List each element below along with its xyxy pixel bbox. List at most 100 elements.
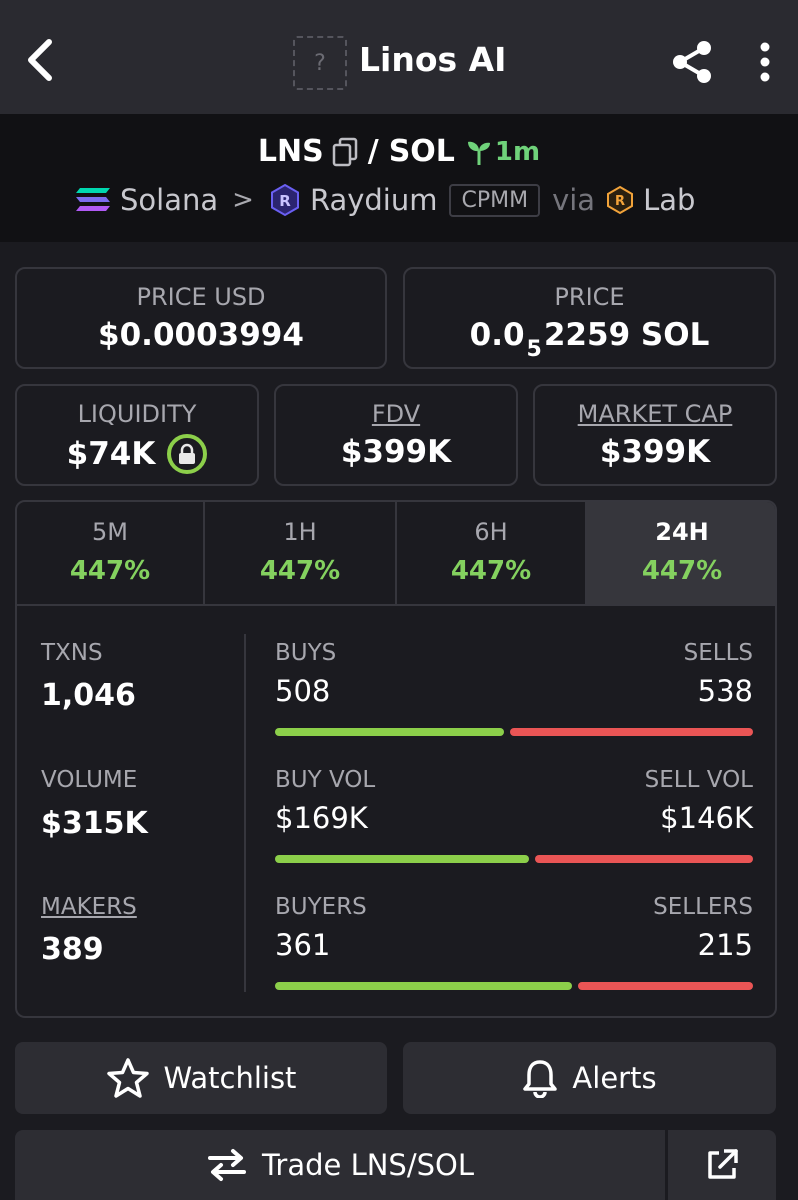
volume-bar bbox=[275, 855, 753, 863]
watchlist-label: Watchlist bbox=[163, 1061, 297, 1095]
base-token: LNS bbox=[257, 134, 324, 169]
sellers-value: 215 bbox=[697, 928, 753, 962]
alerts-button[interactable]: Alerts bbox=[403, 1042, 776, 1114]
fdv-value: $399K bbox=[340, 434, 452, 470]
open-external-button[interactable] bbox=[666, 1130, 776, 1200]
liquidity-lock-badge[interactable] bbox=[167, 434, 208, 474]
price-native-label: PRICE bbox=[554, 283, 625, 311]
via-label: via bbox=[552, 183, 596, 217]
buy-sell-volume-row: BUY VOL SELL VOL $169K $146K bbox=[275, 767, 753, 867]
vertical-dots-icon bbox=[760, 42, 770, 82]
price-usd-label: PRICE USD bbox=[136, 283, 266, 311]
stats-panel: 5M 447% 1H 447% 6H 447% 24H 447% TXNS 1,… bbox=[15, 500, 777, 1018]
tab-change: 447% bbox=[259, 556, 341, 586]
sells-label: SELLS bbox=[683, 640, 753, 666]
market-cap-value: $399K bbox=[599, 434, 711, 470]
pair-title: LNS / SOL 1m bbox=[0, 134, 798, 169]
share-icon bbox=[673, 41, 711, 83]
fdv-card: FDV $399K bbox=[274, 384, 518, 486]
sprout-icon bbox=[467, 141, 490, 165]
trade-label: Trade LNS/SOL bbox=[261, 1148, 475, 1182]
txns-label: TXNS bbox=[41, 640, 103, 666]
buys-value: 508 bbox=[275, 674, 331, 708]
buyers-sellers-bar bbox=[275, 982, 753, 990]
tab-label: 24H bbox=[655, 518, 709, 546]
swap-arrows-icon bbox=[207, 1149, 246, 1181]
page-title: Linos AI bbox=[359, 40, 507, 79]
volume-label: VOLUME bbox=[41, 767, 138, 793]
trade-button[interactable]: Trade LNS/SOL bbox=[15, 1130, 665, 1200]
quote-token: SOL bbox=[388, 134, 455, 169]
makers-value: 389 bbox=[41, 932, 104, 967]
price-native-card: PRICE 0.0 5 2259 SOL bbox=[403, 267, 776, 369]
buy-bar-fill bbox=[275, 982, 572, 990]
pair-info: LNS / SOL 1m Solana > R Raydium CPM bbox=[0, 114, 798, 242]
buy-bar-fill bbox=[275, 728, 504, 736]
sell-bar-fill bbox=[578, 982, 753, 990]
market-cap-card: MARKET CAP $399K bbox=[533, 384, 777, 486]
tab-6h[interactable]: 6H 447% bbox=[397, 502, 587, 604]
buy-vol-label: BUY VOL bbox=[275, 767, 376, 793]
more-options-button[interactable] bbox=[750, 38, 780, 86]
buy-vol-value: $169K bbox=[275, 801, 368, 835]
tab-label: 5M bbox=[92, 518, 128, 546]
tab-1h[interactable]: 1H 447% bbox=[205, 502, 397, 604]
liquidity-label: LIQUIDITY bbox=[77, 400, 197, 428]
liquidity-card: LIQUIDITY $74K bbox=[15, 384, 259, 486]
dex-link[interactable]: Raydium bbox=[309, 183, 438, 217]
pool-type-badge: CPMM bbox=[449, 183, 541, 217]
sell-vol-label: SELL VOL bbox=[644, 767, 753, 793]
buyers-label: BUYERS bbox=[275, 894, 367, 920]
raydium-icon: R bbox=[270, 183, 299, 217]
lock-icon bbox=[179, 443, 196, 464]
pair-separator: / bbox=[367, 134, 379, 169]
price-suffix: 2259 SOL bbox=[543, 317, 710, 353]
chain-link[interactable]: Solana bbox=[120, 183, 219, 217]
copy-icon[interactable] bbox=[332, 137, 358, 167]
price-usd-value: $0.0003994 bbox=[98, 317, 304, 353]
tab-change: 447% bbox=[450, 556, 532, 586]
star-icon bbox=[106, 1058, 149, 1098]
buys-label: BUYS bbox=[275, 640, 337, 666]
top-bar: ? Linos AI bbox=[0, 0, 798, 114]
chevron-left-icon bbox=[28, 39, 52, 81]
watchlist-button[interactable]: Watchlist bbox=[15, 1042, 387, 1114]
market-cap-label[interactable]: MARKET CAP bbox=[577, 400, 733, 428]
buyers-value: 361 bbox=[275, 928, 331, 962]
price-prefix: 0.0 bbox=[469, 317, 525, 353]
tab-5m[interactable]: 5M 447% bbox=[17, 502, 205, 604]
sellers-label: SELLERS bbox=[653, 894, 753, 920]
liquidity-value-row: $74K bbox=[17, 434, 257, 474]
pair-age: 1m bbox=[494, 136, 541, 167]
price-zero-count: 5 bbox=[526, 336, 542, 362]
tab-change: 447% bbox=[69, 556, 151, 586]
lab-icon: R bbox=[607, 185, 634, 215]
buy-bar-fill bbox=[275, 855, 529, 863]
pair-age-badge: 1m bbox=[467, 137, 540, 167]
buyers-sellers-row: BUYERS SELLERS 361 215 bbox=[275, 894, 753, 994]
column-divider bbox=[244, 634, 246, 992]
external-link-icon bbox=[708, 1149, 738, 1179]
alerts-label: Alerts bbox=[572, 1061, 657, 1095]
launchpad-link[interactable]: Lab bbox=[643, 183, 696, 217]
tab-24h[interactable]: 24H 447% bbox=[587, 502, 775, 604]
timeframe-tabs: 5M 447% 1H 447% 6H 447% 24H 447% bbox=[17, 502, 775, 606]
token-logo-placeholder: ? bbox=[293, 36, 347, 90]
breadcrumb-chevron-icon: > bbox=[232, 185, 254, 215]
liquidity-value: $74K bbox=[66, 436, 156, 472]
txns-value: 1,046 bbox=[41, 678, 136, 713]
price-usd-card: PRICE USD $0.0003994 bbox=[15, 267, 387, 369]
sell-bar-fill bbox=[510, 728, 753, 736]
bell-icon bbox=[523, 1060, 558, 1098]
makers-label[interactable]: MAKERS bbox=[41, 894, 137, 920]
share-button[interactable] bbox=[668, 38, 716, 86]
sell-bar-fill bbox=[535, 855, 753, 863]
sell-vol-value: $146K bbox=[660, 801, 753, 835]
tab-change: 447% bbox=[641, 556, 723, 586]
fdv-label[interactable]: FDV bbox=[371, 400, 421, 428]
price-native-value: 0.0 5 2259 SOL bbox=[405, 317, 774, 362]
tab-label: 1H bbox=[283, 518, 317, 546]
tab-label: 6H bbox=[474, 518, 508, 546]
back-button[interactable] bbox=[20, 36, 60, 84]
volume-value: $315K bbox=[41, 806, 148, 841]
